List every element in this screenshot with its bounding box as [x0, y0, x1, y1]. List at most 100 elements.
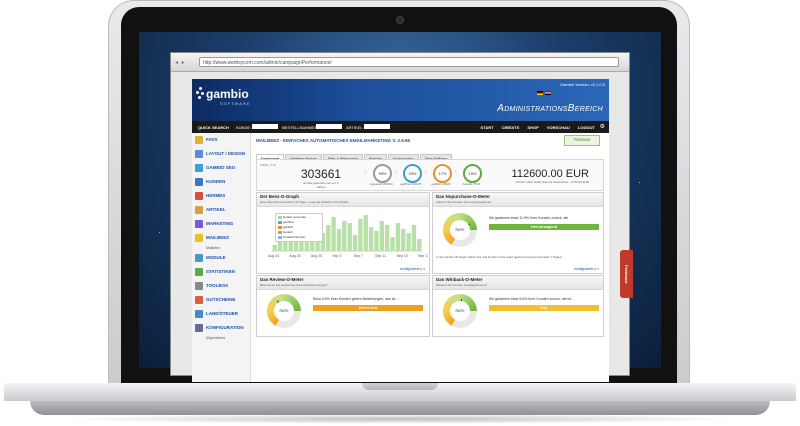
- winback-grade: Gut: [489, 305, 599, 311]
- beez-graph-chart: Aug 24 Aug 26 Aug 30 Sep 3 Sep 7 Sep 11 Sep 15…: [268, 215, 428, 258]
- address-bar[interactable]: http://www.werbsycom.com/admin/campaignP…: [199, 57, 619, 67]
- sidebar-item-icon: [195, 282, 203, 290]
- bar: [352, 235, 358, 251]
- laptop-base: [0, 383, 800, 426]
- bestellnummer-label: BESTELLNUMMER:: [282, 125, 319, 130]
- menu-logout[interactable]: LOGOUT: [577, 125, 595, 130]
- sidebar-item-konfiguration[interactable]: KONFIGURATION: [192, 321, 250, 335]
- nopurchase-footer: In den letzten 30 Tagen haben Sie 141 Ku…: [436, 255, 562, 259]
- admin-title: AdministrationsBereich: [497, 103, 603, 114]
- sidebar-item-icon: [195, 150, 203, 158]
- bar: [363, 215, 368, 251]
- beez-graph-subtitle: Eine Übersicht der letzten 30 Tage - Leg…: [260, 200, 348, 204]
- nopurchase-configure-link[interactable]: konfigurieren | x: [574, 267, 599, 271]
- legend-item[interactable]: bestellt: [277, 230, 321, 235]
- sidebar-item-label: LAND/STEUER: [206, 311, 239, 316]
- admin-header: gambio SOFTWARE Gambio Version: v2.1.0.0…: [192, 79, 609, 121]
- sidebar-item-icon: [195, 192, 203, 200]
- opened-label: geöffnet 100975: [400, 182, 422, 186]
- nopurchase-grade: Hervorragend: [489, 224, 599, 230]
- bar: [374, 231, 379, 251]
- sidebar-item-module[interactable]: MODULE: [192, 251, 250, 265]
- arrow-icon: ›: [395, 169, 397, 175]
- bar: [411, 225, 417, 251]
- sidebar-item-layout-design[interactable]: LAYOUT / DESIGN: [192, 147, 250, 161]
- legend-label: geklickt: [283, 225, 294, 229]
- bar: [417, 239, 422, 251]
- premium-button[interactable]: PREMIUM: [564, 135, 600, 146]
- sidebar-item-label: STATISTIKEN: [206, 269, 235, 274]
- delivered-circle: 99%: [373, 164, 392, 183]
- gambio-logo-icon: [196, 87, 206, 101]
- language-flags[interactable]: [535, 82, 551, 100]
- bar: [347, 223, 352, 251]
- sidebar-item-mailbeez[interactable]: MAILBEEZ: [192, 231, 250, 245]
- menu-shop[interactable]: SHOP: [527, 125, 539, 130]
- main-content: MAILBEEZ - EINFACHES AUTOMATISCHES EMAIL…: [254, 135, 606, 382]
- quick-search-label: QUICK SEARCH: [198, 125, 229, 130]
- sidebar-item-icon: [195, 136, 203, 144]
- menu-start[interactable]: START: [480, 125, 494, 130]
- sidebar-sub-allgemeines[interactable]: Allgemeines: [206, 336, 226, 340]
- sidebar-item-toolbox[interactable]: TOOLBOX: [192, 279, 250, 293]
- nopurchase-panel: Das Nopurchase-O-Meter Aktiviert Sie Kun…: [432, 192, 604, 274]
- bar: [379, 221, 384, 251]
- sidebar: FAVS LAYOUT / DESIGN GAMBIO SEO KUNDEN HERME…: [192, 133, 251, 382]
- bar: [395, 223, 401, 251]
- legend-label: Umsatz/Intervall: [283, 235, 305, 239]
- beez-graph-legend[interactable]: Emails versendet geöffnet geklickt bestellt…: [275, 213, 323, 242]
- sidebar-item-land-steuer[interactable]: LAND/STEUER: [192, 307, 250, 321]
- kunde-label: KUNDE:: [236, 125, 252, 130]
- bestellnummer-input[interactable]: [316, 124, 342, 129]
- sidebar-item-marketing[interactable]: MARKETING: [192, 217, 250, 231]
- sidebar-item-gambio-seo[interactable]: GAMBIO SEO: [192, 161, 250, 175]
- legend-swatch: [278, 231, 282, 234]
- gear-icon[interactable]: ⚙: [599, 124, 605, 130]
- beez-graph-configure-link[interactable]: konfigurieren | x: [400, 267, 425, 271]
- legend-item[interactable]: Emails versendet: [277, 215, 321, 220]
- tab-bar: DashboardMailbeez ModuleFilter & Hilfsmo…: [256, 147, 453, 164]
- review-text: Etwa 5.5% Ihrer Kunden geben Bewertungen…: [313, 297, 399, 301]
- sidebar-sub-mailbeez[interactable]: Mailbeez: [206, 246, 221, 250]
- english-flag-icon[interactable]: [545, 91, 551, 95]
- sidebar-item-statistiken[interactable]: STATISTIKEN: [192, 265, 250, 279]
- gambio-logo[interactable]: gambio: [206, 87, 249, 101]
- x-tick-label: Sep 3: [332, 254, 341, 258]
- legend-item[interactable]: Umsatz/Intervall: [277, 235, 321, 240]
- stats-panel: Mailkit_9.16 303661 Emails gesendet seit…: [256, 159, 604, 191]
- sidebar-item-icon: [195, 178, 203, 186]
- sidebar-item-label: GUTSCHEINE: [206, 297, 236, 302]
- review-title: Das Review-O-Meter: [260, 277, 304, 282]
- review-gauge: RATE: [267, 294, 301, 328]
- menu-credits[interactable]: CREDITS: [501, 125, 520, 130]
- kunde-input[interactable]: [252, 124, 278, 129]
- sidebar-item-icon: [195, 254, 203, 262]
- menu-vorschau[interactable]: VORSCHAU: [546, 125, 570, 130]
- browser-toolbar: ◂ ▸ http://www.werbsycom.com/admin/campa…: [171, 53, 629, 72]
- legend-swatch: [278, 226, 282, 229]
- sidebar-item-icon: [195, 206, 203, 214]
- sidebar-item-favs[interactable]: FAVS: [192, 133, 250, 147]
- bar: [293, 239, 299, 251]
- sidebar-item-hermes[interactable]: HERMES: [192, 189, 250, 203]
- legend-item[interactable]: geöffnet: [277, 220, 321, 225]
- x-tick-label: Sep 17: [418, 254, 428, 258]
- german-flag-icon[interactable]: [537, 91, 543, 95]
- feedback-button[interactable]: Feedback: [620, 250, 633, 298]
- sidebar-item-artikel[interactable]: ARTIKEL: [192, 203, 250, 217]
- sidebar-item-kunden[interactable]: KUNDEN: [192, 175, 250, 189]
- nopurchase-text: Sie gewinnen etwa 11.9% Ihrer Kunden zur…: [489, 216, 569, 220]
- artikel-input[interactable]: [364, 124, 390, 129]
- winback-panel: Das Winback-O-Meter Aktiviert Sie Kunden…: [432, 275, 604, 337]
- nav-buttons-icon[interactable]: ◂ ▸: [175, 60, 186, 66]
- sidebar-item-label: LAYOUT / DESIGN: [206, 151, 246, 156]
- x-tick-label: Sep 15: [397, 254, 408, 258]
- bar: [406, 233, 411, 251]
- sidebar-item-label: KONFIGURATION: [206, 325, 244, 330]
- bar: [368, 227, 374, 251]
- review-subtitle: Bekommen Sie ausreichend Kundenbewertung…: [260, 283, 328, 287]
- sidebar-item-icon: [195, 296, 203, 304]
- legend-item[interactable]: geklickt: [277, 225, 321, 230]
- bar: [358, 219, 363, 251]
- sidebar-item-gutscheine[interactable]: GUTSCHEINE: [192, 293, 250, 307]
